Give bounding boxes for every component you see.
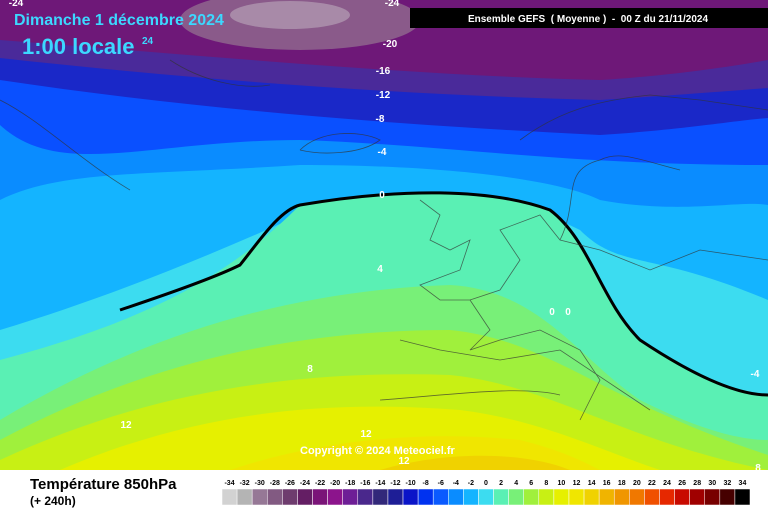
contour-label: 12 <box>398 456 410 467</box>
scale-swatch <box>478 488 494 506</box>
scale-label: 2 <box>499 480 503 487</box>
lead-time: (+ 240h) <box>30 494 76 508</box>
scale-label: 8 <box>544 480 548 487</box>
contour-label: 0 <box>379 190 385 201</box>
scale-label: 18 <box>618 480 626 487</box>
scale-label: 6 <box>529 480 533 487</box>
contour-label: 8 <box>755 463 761 474</box>
scale-swatch <box>613 488 630 506</box>
date: Dimanche 1 décembre 2024 <box>14 12 224 29</box>
scale-label: -34 <box>224 480 234 487</box>
scale-swatch <box>644 488 660 506</box>
scale-swatch <box>629 488 645 506</box>
scale-swatch <box>387 488 404 506</box>
scale-swatch <box>538 488 555 506</box>
run-banner <box>410 8 768 28</box>
scale-label: 32 <box>723 480 731 487</box>
contour-label: -16 <box>376 66 391 77</box>
scale-label: 10 <box>558 480 566 487</box>
scale-swatch <box>674 488 690 506</box>
scale-label: -32 <box>240 480 250 487</box>
scale-label: 30 <box>708 480 716 487</box>
scale-label: -12 <box>390 480 400 487</box>
contour-label: 0 <box>565 307 571 318</box>
contour-label: -20 <box>383 39 398 50</box>
contour-label: -8 <box>376 114 385 125</box>
contour-label: 4 <box>377 264 383 275</box>
scale-label: -6 <box>438 480 444 487</box>
scale-label: 24 <box>663 480 671 487</box>
scale-label: -10 <box>406 480 416 487</box>
local-time: 1:00 locale <box>22 34 135 59</box>
contour-label: -4 <box>378 147 387 158</box>
scale-label: -30 <box>255 480 265 487</box>
scale-swatch <box>432 488 449 506</box>
scale-swatch <box>719 488 736 506</box>
contour-label: 8 <box>307 364 313 375</box>
scale-label: 28 <box>693 480 701 487</box>
scale-label: -8 <box>423 480 429 487</box>
scale-label: 4 <box>514 480 518 487</box>
scale-swatch <box>342 488 359 506</box>
scale-swatch <box>282 488 298 506</box>
contour-label: 12 <box>120 420 132 431</box>
scale-label: 22 <box>648 480 656 487</box>
scale-swatch <box>236 488 253 506</box>
scale-swatch <box>659 488 675 506</box>
scale-swatch <box>568 488 585 506</box>
scale-swatch <box>402 488 419 506</box>
scale-label: 0 <box>484 480 488 487</box>
scale-label: 26 <box>678 480 686 487</box>
scale-label: 20 <box>633 480 641 487</box>
scale-label: -16 <box>360 480 370 487</box>
scale-swatch <box>704 488 721 506</box>
run-info: Ensemble GEFS ( Moyenne ) - 00 Z du 21/1… <box>468 14 709 25</box>
scale-swatch <box>598 488 615 506</box>
scale-swatch <box>734 488 751 506</box>
scale-swatch <box>312 488 328 506</box>
scale-swatch <box>508 488 524 506</box>
scale-swatch <box>297 488 313 506</box>
contour-label: -12 <box>376 90 391 101</box>
contour-label: -24 <box>9 0 24 9</box>
field-title: Température 850hPa <box>30 476 177 493</box>
scale-label: -24 <box>300 480 310 487</box>
scale-label: 16 <box>603 480 611 487</box>
scale-label: -18 <box>345 480 355 487</box>
contour-label: 12 <box>360 429 372 440</box>
scale-label: -14 <box>375 480 385 487</box>
scale-swatch <box>267 488 283 506</box>
scale-label: -28 <box>270 480 280 487</box>
copyright: Copyright © 2024 Meteociel.fr <box>300 445 456 457</box>
scale-label: 14 <box>588 480 596 487</box>
scale-label: -20 <box>330 480 340 487</box>
contour-label: 0 <box>549 307 555 318</box>
scale-swatch <box>553 488 570 506</box>
scale-label: -2 <box>468 480 474 487</box>
time-superscript: 24 <box>142 36 154 47</box>
scale-swatch <box>417 488 434 506</box>
scale-swatch <box>463 488 479 506</box>
scale-label: 34 <box>739 480 747 487</box>
scale-swatch <box>523 488 540 506</box>
contour-label: -4 <box>751 369 760 380</box>
scale-label: -26 <box>285 480 295 487</box>
scale-label: 12 <box>573 480 581 487</box>
scale-swatch <box>372 488 389 506</box>
scale-swatch <box>221 488 238 506</box>
contour-label: -24 <box>385 0 400 9</box>
scale-swatch <box>357 488 374 506</box>
scale-swatch <box>689 488 705 506</box>
scale-swatch <box>448 488 464 506</box>
scale-swatch <box>251 488 268 506</box>
scale-swatch <box>327 488 343 506</box>
scale-label: -4 <box>453 480 459 487</box>
scale-swatch <box>583 488 600 506</box>
scale-label: -22 <box>315 480 325 487</box>
temperature-field <box>0 0 768 470</box>
scale-swatch <box>493 488 509 506</box>
